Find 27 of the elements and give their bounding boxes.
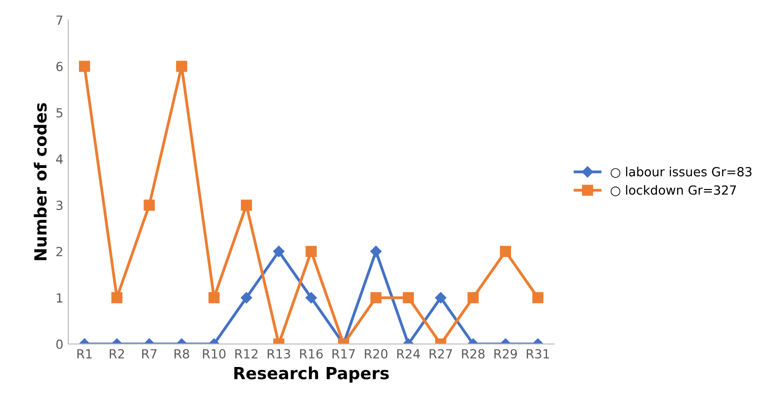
- x-tick-label: R12: [235, 349, 258, 358]
- x-tick-label: R28: [462, 349, 485, 359]
- x-axis-title: Research Papers: [234, 366, 389, 383]
- x-tick-label: R24: [397, 349, 420, 358]
- y-tick-label: 6: [56, 62, 63, 72]
- x-tick-label: R27: [430, 349, 452, 358]
- x-tick-label: R1: [77, 349, 92, 358]
- x-tick-label: R10: [202, 349, 226, 359]
- legend-label: ○ labour issues Gr=83: [610, 166, 752, 178]
- legend-label: ○ lockdown Gr=327: [610, 185, 736, 196]
- x-tick-label: R7: [142, 349, 157, 358]
- x-tick-label: R17: [332, 349, 355, 358]
- x-tick-label: R20: [364, 349, 388, 359]
- x-tick-label: R13: [268, 349, 290, 359]
- y-tick-label: 5: [56, 108, 62, 118]
- y-tick-label: 3: [56, 200, 62, 210]
- x-tick-label: R31: [526, 349, 550, 359]
- x-tick-label: R8: [174, 349, 190, 359]
- y-axis-title: Number of codes: [34, 103, 47, 260]
- y-tick-label: 2: [56, 246, 62, 256]
- x-tick-label: R29: [494, 349, 517, 359]
- y-tick-label: 1: [56, 293, 62, 302]
- x-tick-label: R16: [300, 349, 323, 359]
- y-tick-label: 4: [56, 154, 63, 164]
- y-tick-label: 7: [56, 16, 62, 25]
- y-tick-label: 0: [56, 339, 63, 349]
- x-tick-label: R2: [110, 349, 124, 358]
